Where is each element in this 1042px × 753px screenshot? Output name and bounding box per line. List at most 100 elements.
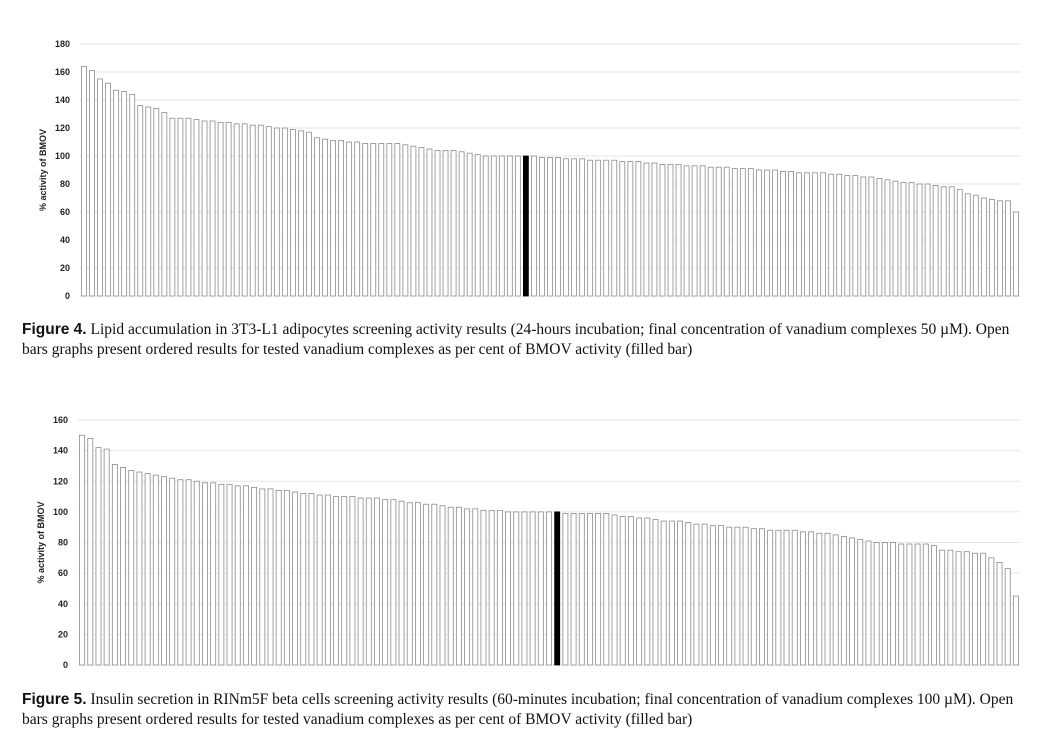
fig4-bar (129, 94, 136, 297)
fig4-bar (691, 165, 698, 297)
fig4-bar (579, 158, 586, 297)
fig4-bar (916, 183, 923, 297)
fig4-bar (876, 177, 883, 297)
fig5-bar (791, 529, 798, 666)
fig5-y-tick-label: 80 (58, 538, 68, 548)
fig4-bar (868, 176, 875, 297)
figure-4-label: Figure 4. (22, 321, 87, 338)
fig5-bar (95, 447, 102, 666)
fig4-bar (804, 172, 810, 297)
fig5-bar (267, 488, 274, 666)
fig4-bar (964, 193, 971, 297)
fig4-bar (201, 120, 208, 297)
figure-5-chart: 0 20 40 60 80 100 120 140 160 % activity of BMOV (0, 405, 1042, 680)
fig4-bar (780, 170, 786, 297)
fig5-bar (562, 513, 569, 666)
fig5-bar (406, 502, 413, 666)
fig4-bar (635, 161, 642, 297)
fig4-bar (281, 127, 288, 297)
fig5-bar (177, 479, 184, 666)
fig4-bar (997, 200, 1003, 297)
fig5-bar (79, 434, 86, 666)
fig5-bar (193, 480, 200, 666)
fig4-bar (426, 148, 433, 297)
figure-4-plot: 0 20 40 60 80 100 120 140 160 180 % activity of BM… (38, 39, 1020, 301)
fig5-bar (242, 485, 249, 666)
fig4-bar (756, 169, 762, 297)
fig5-bar (496, 509, 503, 666)
fig5-bar (529, 511, 536, 666)
fig4-bar (764, 169, 770, 297)
fig4-y-tick-label: 60 (60, 207, 70, 217)
fig5-bar (709, 525, 716, 666)
fig4-bar (627, 161, 634, 297)
fig5-bar (152, 474, 159, 666)
fig5-bar (644, 517, 651, 666)
fig4-bar (539, 157, 545, 297)
fig4-y-tick-label: 120 (55, 123, 70, 133)
fig5-bar (128, 470, 135, 666)
fig5-bar (398, 500, 405, 666)
fig4-bar (908, 182, 915, 297)
fig5-bar (931, 545, 937, 666)
fig5-bar (972, 552, 978, 666)
fig4-bar (314, 137, 320, 297)
fig5-bar (275, 490, 282, 666)
fig4-bar (249, 124, 256, 297)
figure-5-plot: 0 20 40 60 80 100 120 140 160 % activity of BMOV (36, 415, 1020, 670)
fig5-bar (251, 486, 258, 666)
fig5-bar (718, 525, 724, 666)
fig4-bar (193, 119, 200, 297)
fig4-bar (972, 194, 979, 297)
fig4-bar (434, 150, 441, 297)
fig4-bar (442, 150, 449, 297)
fig5-bar (120, 467, 126, 666)
fig4-bar (651, 162, 658, 297)
fig5-bar (300, 493, 307, 666)
fig5-bar (431, 503, 438, 666)
fig5-bar (136, 471, 143, 666)
fig5-bar (308, 493, 315, 666)
fig4-bar (298, 130, 304, 297)
fig5-bar (832, 534, 839, 666)
fig5-bar (890, 542, 896, 666)
fig5-bar (742, 526, 749, 666)
fig5-bar (1004, 568, 1011, 666)
fig5-bar (955, 551, 962, 666)
fig5-bar (169, 477, 176, 666)
fig5-bar (472, 508, 479, 666)
fig5-bar (349, 496, 356, 666)
fig5-bar (808, 531, 815, 666)
fig4-bar (153, 108, 160, 297)
fig4-bar (233, 123, 240, 297)
fig5-bar (816, 532, 823, 666)
fig4-bar (1013, 211, 1019, 297)
fig4-y-tick-label: 180 (55, 39, 70, 49)
fig5-bar (963, 551, 970, 666)
figure-4-caption-text: Lipid accumulation in 3T3-L1 adipocytes … (22, 321, 1010, 358)
fig4-y-tick-label: 0 (65, 291, 70, 301)
fig5-bar (611, 514, 618, 666)
fig4-bar (498, 155, 505, 297)
fig4-bar (587, 159, 594, 297)
fig4-bar (699, 165, 706, 297)
fig4-bar (715, 166, 722, 297)
fig4-bar (739, 168, 746, 297)
fig5-y-tick-label: 120 (53, 476, 68, 486)
fig5-bar (324, 494, 331, 666)
fig5-bar (570, 513, 577, 666)
fig4-bar (796, 172, 802, 297)
fig4-bar (836, 173, 843, 297)
fig4-bar (490, 155, 497, 297)
fig4-bar (378, 143, 385, 297)
fig4-bar (346, 141, 353, 297)
fig5-bar (382, 499, 389, 666)
fig5-bar (947, 549, 954, 666)
fig4-bar (956, 189, 963, 297)
fig4-bar (531, 155, 537, 297)
fig4-bar (466, 152, 473, 297)
fig5-bar (734, 526, 741, 666)
fig5-bar (849, 537, 856, 666)
fig5-bar (873, 542, 880, 666)
fig4-bar (273, 127, 280, 297)
